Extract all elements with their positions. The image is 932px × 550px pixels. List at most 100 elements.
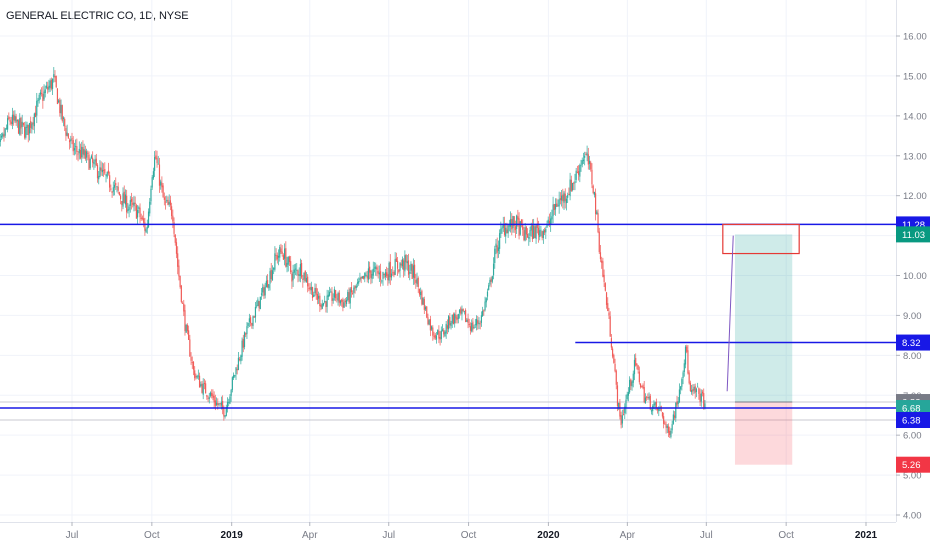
- candle-body: [213, 395, 215, 403]
- price-label-box: [896, 226, 930, 243]
- candle-body: [291, 273, 293, 282]
- candle-body: [392, 272, 394, 274]
- candle-body: [19, 118, 21, 135]
- time-scale[interactable]: [0, 522, 896, 550]
- candle-body: [326, 295, 328, 307]
- candle-body: [28, 123, 31, 134]
- candle-body: [665, 424, 667, 428]
- candle-body: [105, 174, 107, 176]
- candle-body: [601, 260, 603, 263]
- candle-body: [602, 261, 604, 277]
- candle-body: [372, 268, 374, 276]
- candle-body: [185, 324, 187, 333]
- candle-body: [443, 330, 445, 335]
- candle-body: [557, 205, 559, 207]
- candle-body: [345, 299, 348, 305]
- candle-body: [71, 138, 73, 140]
- candle-body: [697, 386, 699, 388]
- candle-body: [332, 298, 334, 301]
- candle-body: [525, 226, 527, 235]
- x-tick-label: Jul: [66, 530, 79, 541]
- x-tick-label: Apr: [302, 530, 318, 541]
- candle-body: [629, 379, 631, 393]
- candle-body: [642, 385, 644, 388]
- target-rectangle[interactable]: [722, 223, 800, 255]
- candle-body: [576, 171, 578, 173]
- candle-body: [383, 273, 385, 275]
- candle-body: [298, 274, 300, 277]
- price-label-box: [896, 411, 930, 428]
- candle-body: [146, 226, 148, 229]
- candle-body: [201, 383, 203, 393]
- candle-body: [597, 213, 599, 232]
- candle-body: [400, 263, 402, 266]
- candle-body: [393, 272, 395, 276]
- price-label-text: 11.03: [902, 230, 925, 241]
- candle-body: [585, 154, 587, 155]
- candle-body: [318, 295, 320, 299]
- candle-body: [684, 346, 687, 365]
- candle-body: [169, 200, 172, 206]
- candle-body: [577, 171, 580, 175]
- candle-body: [547, 219, 549, 223]
- candle-body: [371, 274, 373, 280]
- candle-body: [535, 225, 537, 240]
- candle-body: [96, 164, 99, 179]
- candle-body: [693, 387, 695, 391]
- candle-body: [474, 324, 476, 326]
- candle-body: [654, 402, 656, 405]
- candle-body: [37, 99, 39, 102]
- candle-body: [518, 218, 520, 236]
- price-label-text: 6.68: [902, 404, 921, 415]
- candle-body: [138, 207, 140, 209]
- candle-body: [681, 379, 683, 387]
- candle-body: [624, 406, 626, 414]
- candle-body: [297, 270, 299, 276]
- candle-body: [612, 348, 614, 357]
- candle-body: [26, 124, 28, 128]
- candle-body: [121, 200, 123, 205]
- candle-body: [49, 80, 51, 88]
- candle-body: [54, 76, 56, 78]
- candle-body: [671, 424, 673, 431]
- candle-body: [279, 246, 281, 258]
- candle-body: [364, 273, 366, 279]
- candle-body: [309, 286, 311, 290]
- candle-body: [649, 395, 651, 410]
- candle-body: [637, 365, 639, 371]
- candle-body: [273, 267, 275, 270]
- candle-body: [609, 316, 611, 337]
- candle-body: [274, 253, 276, 270]
- candle-body: [667, 426, 670, 433]
- candle-body: [264, 286, 266, 296]
- trend-line[interactable]: [726, 235, 734, 392]
- candle-body: [75, 146, 77, 147]
- candle-body: [33, 113, 35, 127]
- candle-body: [220, 402, 223, 406]
- candle-body: [58, 100, 60, 103]
- candle-body: [147, 211, 150, 228]
- candle-body: [284, 248, 286, 259]
- candle-body: [478, 322, 480, 325]
- candle-body: [536, 223, 538, 229]
- candle-body: [661, 412, 664, 417]
- candle-body: [477, 320, 479, 324]
- candle-body: [514, 226, 517, 231]
- candle-body: [127, 209, 129, 211]
- candle-body: [9, 119, 11, 122]
- position-loss-zone[interactable]: [734, 402, 793, 465]
- candle-body: [401, 259, 404, 267]
- candle-body: [184, 310, 186, 331]
- candle-body: [325, 301, 327, 308]
- candle-body: [404, 255, 406, 272]
- candle-body: [21, 121, 23, 127]
- candle-body: [115, 183, 117, 186]
- candle-body: [144, 222, 146, 231]
- position-profit-zone[interactable]: [734, 234, 793, 403]
- candle-body: [174, 234, 176, 243]
- candle-body: [2, 133, 4, 137]
- candle-body: [604, 283, 606, 291]
- candle-body: [17, 120, 20, 134]
- candle-body: [463, 310, 466, 312]
